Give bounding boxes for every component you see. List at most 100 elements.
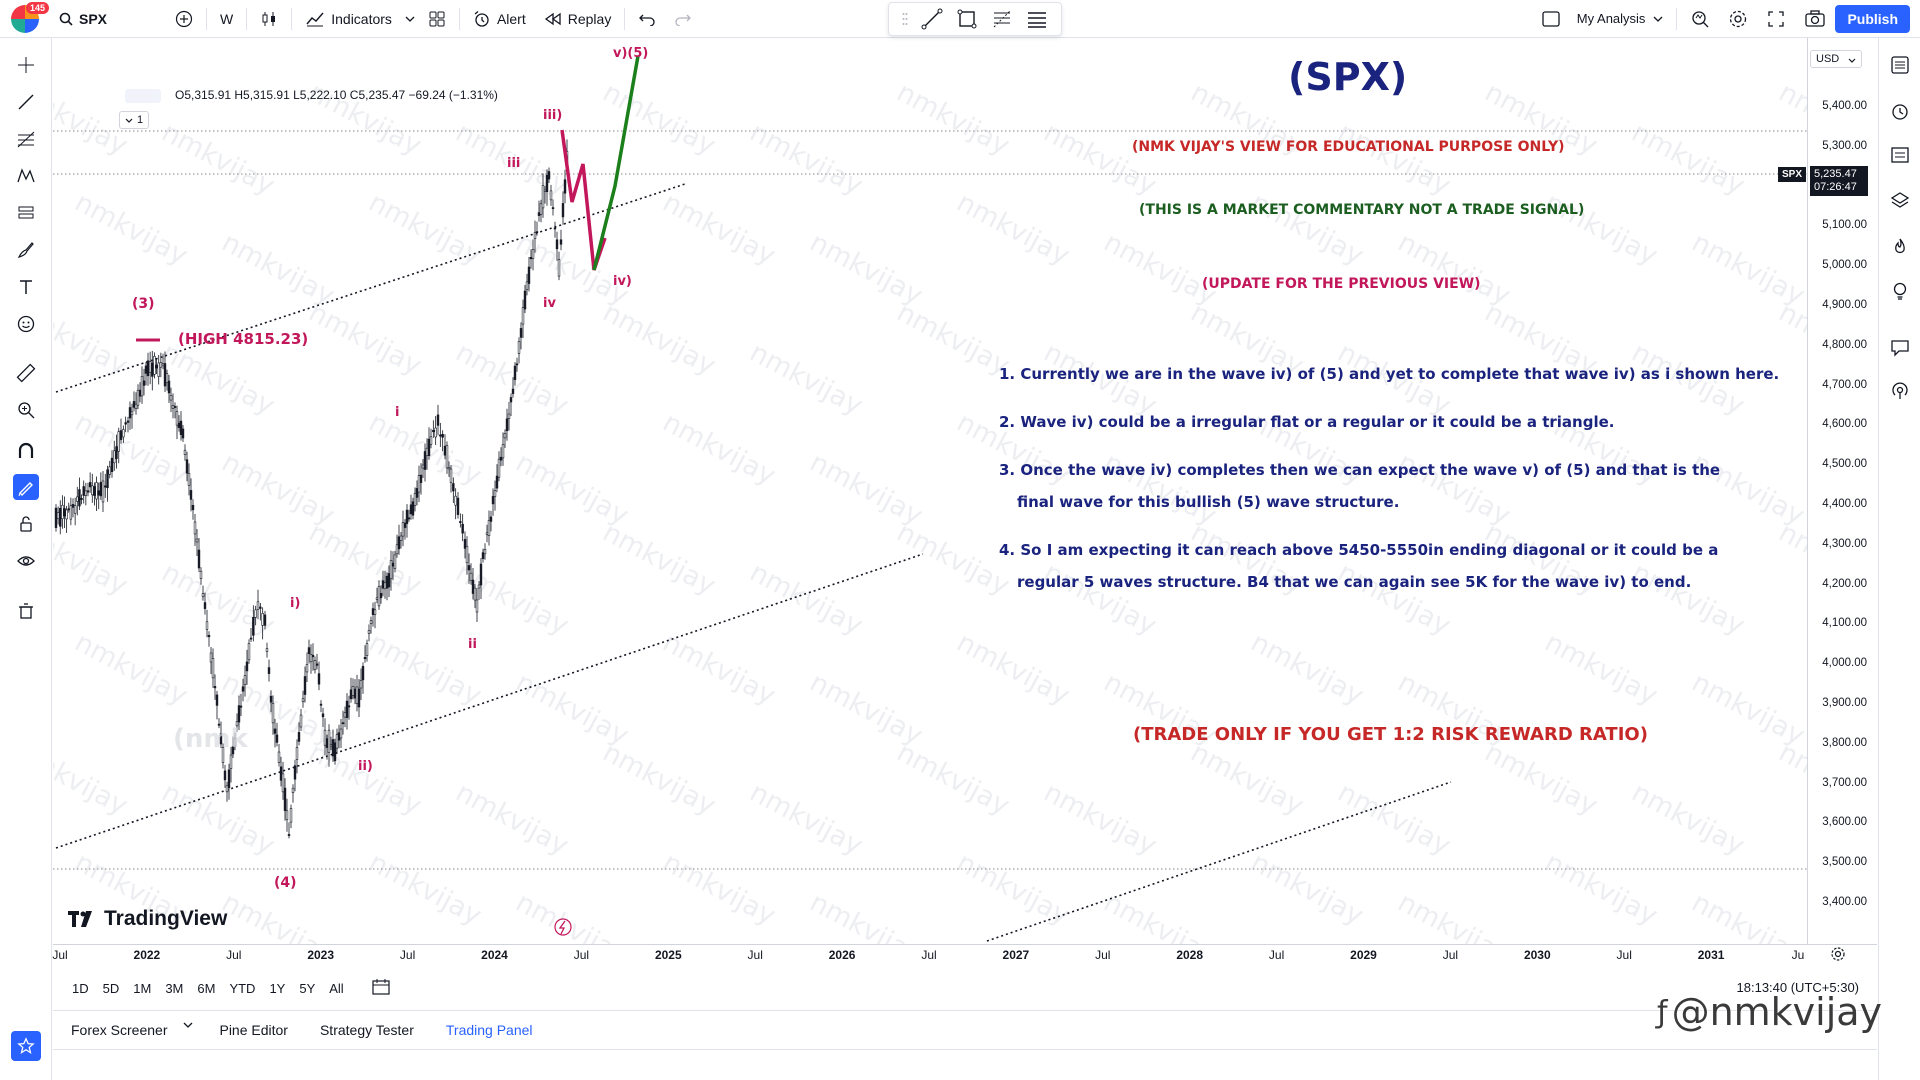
settings-gear-button[interactable] xyxy=(1830,946,1846,967)
price-tick: 5,100.00 xyxy=(1822,219,1867,232)
range-button[interactable]: 6M xyxy=(197,980,216,996)
undo-button[interactable] xyxy=(629,0,665,38)
panel-tab[interactable]: Pine Editor xyxy=(219,1022,288,1038)
goto-date-button[interactable] xyxy=(371,978,391,999)
chart-pane[interactable]: nmkvijay nmkvijay nmkvijay nmkvijay nmkvijay… xyxy=(53,38,1877,993)
snapshot-button[interactable] xyxy=(1795,0,1835,38)
range-button[interactable]: 1M xyxy=(133,980,152,996)
panel-tab[interactable]: Strategy Tester xyxy=(319,1022,414,1038)
forecast-tool[interactable] xyxy=(13,200,39,226)
user-menu[interactable]: 145 xyxy=(0,0,50,38)
lock-tool[interactable] xyxy=(13,511,39,537)
range-button[interactable]: 1Y xyxy=(269,980,286,996)
watchlist-button[interactable] xyxy=(1887,52,1913,78)
streams-button[interactable] xyxy=(1887,378,1913,404)
fib-tool[interactable] xyxy=(13,126,39,152)
wave-v-projection[interactable] xyxy=(592,55,640,271)
analysis-point-3a[interactable]: 3. Once the wave iv) completes then we c… xyxy=(999,461,1721,479)
range-button[interactable]: 5D xyxy=(102,980,120,996)
crosshair-tool[interactable] xyxy=(13,52,39,78)
range-button[interactable]: All xyxy=(329,980,344,996)
candle-body xyxy=(285,810,289,821)
chats-button[interactable] xyxy=(1887,334,1913,360)
candle-body xyxy=(319,703,323,706)
redo-button[interactable] xyxy=(665,0,701,38)
remove-drawings-tool[interactable] xyxy=(13,598,39,624)
panel-tab[interactable]: Forex Screener xyxy=(71,1022,168,1038)
trade-rule-text[interactable]: (TRADE ONLY IF YOU GET 1:2 RISK REWARD R… xyxy=(1133,724,1648,745)
rectangle-icon[interactable] xyxy=(956,8,978,30)
alert-button[interactable]: Alert xyxy=(464,0,535,38)
panel-tab[interactable]: Trading Panel xyxy=(445,1022,533,1038)
replay-button[interactable]: Replay xyxy=(535,0,621,38)
watermark-text: nmkvijay xyxy=(1393,887,1516,944)
chart-type-button[interactable] xyxy=(251,0,287,38)
legend-collapse-button[interactable]: 1 xyxy=(119,111,149,129)
object-tree-button[interactable] xyxy=(1887,188,1913,214)
candle-body xyxy=(287,834,291,836)
visibility-tool[interactable] xyxy=(13,548,39,574)
currency-selector[interactable]: USD xyxy=(1810,50,1862,68)
price-tick: 4,100.00 xyxy=(1822,617,1867,630)
watermark-text: nmkvijay xyxy=(53,297,132,382)
hotlists-button[interactable] xyxy=(1887,234,1913,260)
candle-body xyxy=(173,406,177,408)
candle-body xyxy=(259,606,262,609)
quick-search-button[interactable] xyxy=(1681,0,1719,38)
range-button[interactable]: 5Y xyxy=(299,980,316,996)
fullscreen-button[interactable] xyxy=(1757,0,1795,38)
candle-body xyxy=(347,705,351,708)
legend-toggle[interactable] xyxy=(125,88,161,103)
indicators-dropdown[interactable] xyxy=(401,0,419,38)
watermark-text: nmkvijay xyxy=(658,847,781,932)
templates-button[interactable] xyxy=(419,0,455,38)
text-tool[interactable] xyxy=(13,274,39,300)
candle-body xyxy=(191,504,195,511)
measure-tool[interactable] xyxy=(13,360,39,386)
chart-title[interactable]: (SPX) xyxy=(1288,55,1408,99)
emoji-tool[interactable] xyxy=(13,311,39,337)
line-tool[interactable] xyxy=(13,89,39,115)
layout-selector[interactable]: My Analysis xyxy=(1532,0,1673,38)
analysis-point-4a[interactable]: 4. So I am expecting it can reach above … xyxy=(999,541,1719,559)
brush-tool[interactable] xyxy=(13,237,39,263)
interval-button[interactable]: W xyxy=(220,10,234,27)
fib-icon[interactable] xyxy=(991,8,1013,30)
candle-body xyxy=(157,362,160,377)
publish-button[interactable]: Publish xyxy=(1835,4,1910,33)
horizontal-lines-icon[interactable] xyxy=(1026,8,1048,30)
compare-button[interactable] xyxy=(166,0,202,38)
range-button[interactable]: YTD xyxy=(229,980,256,996)
drag-handle-icon[interactable] xyxy=(902,11,908,27)
disclaimer-text[interactable]: (NMK VIJAY'S VIEW FOR EDUCATIONAL PURPOS… xyxy=(1132,139,1565,155)
analysis-point-1[interactable]: 1. Currently we are in the wave iv) of (… xyxy=(999,365,1780,383)
timezone-clock[interactable]: 18:13:40 (UTC+5:30) xyxy=(1736,980,1859,995)
trend-line-icon[interactable] xyxy=(921,8,943,30)
commentary-text[interactable]: (THIS IS A MARKET COMMENTARY NOT A TRADE… xyxy=(1139,202,1585,218)
magnet-tool[interactable] xyxy=(13,438,39,464)
range-button[interactable]: 3M xyxy=(165,980,184,996)
stay-in-drawing-mode-tool[interactable] xyxy=(13,474,39,500)
chevron-down-icon[interactable] xyxy=(183,1022,193,1028)
analysis-point-3b[interactable]: final wave for this bullish (5) wave str… xyxy=(1017,493,1400,511)
data-window-button[interactable] xyxy=(1887,142,1913,168)
settings-button[interactable] xyxy=(1719,0,1757,38)
candle-body xyxy=(78,489,81,507)
analysis-point-2[interactable]: 2. Wave iv) could be a irregular flat or… xyxy=(999,413,1615,431)
pattern-tool[interactable] xyxy=(13,163,39,189)
symbol-search[interactable]: SPX xyxy=(50,0,116,38)
ideas-button[interactable] xyxy=(1887,278,1913,304)
candle-body xyxy=(269,695,273,703)
candle-body xyxy=(559,239,563,245)
indicator-marker[interactable] xyxy=(554,918,572,936)
analysis-point-4b[interactable]: regular 5 waves structure. B4 that we ca… xyxy=(1017,573,1692,591)
indicators-button[interactable]: Indicators xyxy=(296,0,401,38)
zoom-tool[interactable] xyxy=(13,397,39,423)
wave-projection xyxy=(136,55,640,342)
update-text[interactable]: (UPDATE FOR THE PREVIOUS VIEW) xyxy=(1202,276,1481,292)
time-scale[interactable]: Jul 2022 Jul 2023 Jul 2024 Jul 2025 Jul 2026 Jul 20… xyxy=(52,944,1877,964)
favorites-button[interactable] xyxy=(11,1031,41,1061)
alerts-button[interactable] xyxy=(1887,98,1913,124)
projected-channel-line[interactable] xyxy=(986,781,1452,942)
range-button[interactable]: 1D xyxy=(72,980,89,996)
